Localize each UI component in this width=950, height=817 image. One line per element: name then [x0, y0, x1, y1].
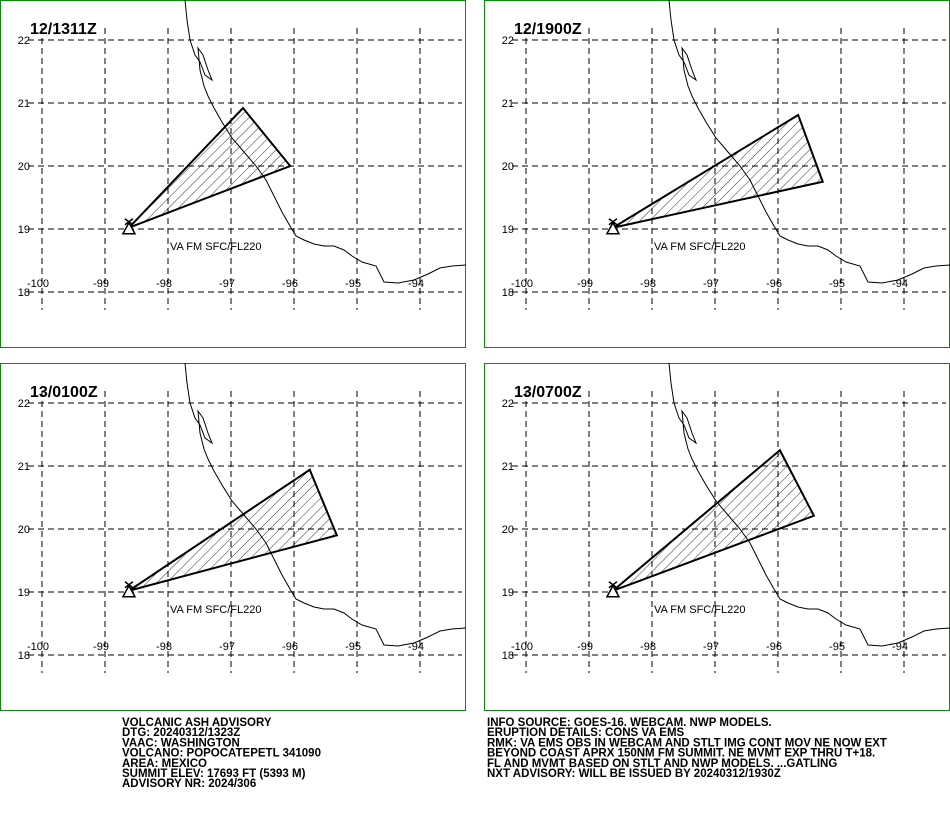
- ash-plume: [613, 450, 814, 590]
- lat-label: 22: [502, 35, 514, 47]
- lon-label: -97: [219, 641, 235, 653]
- lat-label: 20: [18, 161, 30, 173]
- advisory-line: ADVISORY NR: 2024/306: [122, 778, 256, 790]
- panel-time: 13/0700Z: [514, 384, 582, 401]
- lon-label: -96: [766, 278, 782, 290]
- lat-label: 18: [18, 287, 30, 299]
- lon-label: -100: [27, 278, 49, 290]
- panel-time: 12/1311Z: [30, 21, 97, 38]
- layer-label: VA FM SFC/FL220: [654, 241, 746, 253]
- advisory-line: NXT ADVISORY: WILL BE ISSUED BY 20240312…: [487, 768, 781, 780]
- lat-label: 18: [502, 650, 514, 662]
- lon-label: -94: [408, 278, 424, 290]
- lon-label: -95: [829, 641, 845, 653]
- lat-label: 21: [18, 461, 30, 473]
- layer-label: VA FM SFC/FL220: [654, 604, 746, 616]
- lon-label: -99: [93, 641, 109, 653]
- lon-label: -97: [219, 278, 235, 290]
- lat-label: 19: [18, 224, 30, 236]
- ash-plume: [613, 115, 823, 228]
- lat-label: 21: [502, 461, 514, 473]
- ash-plume: [129, 108, 290, 228]
- lat-label: 20: [502, 161, 514, 173]
- map-panel: -100 -99 -98 -97 -96 -95 -94 22 21 20 19 18 12/1900Z…: [485, 0, 950, 348]
- lon-label: -94: [892, 641, 908, 653]
- lon-label: -98: [156, 278, 172, 290]
- panel-time: 12/1900Z: [514, 21, 582, 38]
- layer-label: VA FM SFC/FL220: [170, 241, 262, 253]
- lat-label: 19: [502, 587, 514, 599]
- lon-label: -94: [892, 278, 908, 290]
- lon-label: -97: [703, 641, 719, 653]
- lat-label: 18: [502, 287, 514, 299]
- lon-label: -95: [345, 278, 361, 290]
- lat-label: 21: [502, 98, 514, 110]
- lon-label: -99: [577, 278, 593, 290]
- lat-label: 20: [18, 524, 30, 536]
- lon-label: -98: [640, 641, 656, 653]
- map-panel: -100 -99 -98 -97 -96 -95 -94 22 21 20 19 18 13/0100Z…: [1, 363, 467, 711]
- lon-label: -100: [27, 641, 49, 653]
- lon-label: -99: [93, 278, 109, 290]
- map-panel: -100 -99 -98 -97 -96 -95 -94 22 21 20 19 18 12/1311Z…: [1, 0, 467, 348]
- lat-label: 19: [18, 587, 30, 599]
- map-panel: -100 -99 -98 -97 -96 -95 -94 22 21 20 19 18 13/0700Z…: [485, 363, 950, 711]
- lon-label: -96: [766, 641, 782, 653]
- lon-label: -99: [577, 641, 593, 653]
- lon-label: -98: [640, 278, 656, 290]
- lat-label: 18: [18, 650, 30, 662]
- lat-label: 19: [502, 224, 514, 236]
- layer-label: VA FM SFC/FL220: [170, 604, 262, 616]
- lon-label: -96: [282, 641, 298, 653]
- lat-label: 22: [18, 398, 30, 410]
- lat-label: 22: [18, 35, 30, 47]
- lon-label: -98: [156, 641, 172, 653]
- lon-label: -94: [408, 641, 424, 653]
- lon-label: -95: [345, 641, 361, 653]
- lon-label: -96: [282, 278, 298, 290]
- lat-label: 20: [502, 524, 514, 536]
- lon-label: -100: [511, 641, 533, 653]
- lat-label: 21: [18, 98, 30, 110]
- ash-plume: [129, 470, 337, 591]
- lat-label: 22: [502, 398, 514, 410]
- lon-label: -100: [511, 278, 533, 290]
- panel-time: 13/0100Z: [30, 384, 98, 401]
- lon-label: -95: [829, 278, 845, 290]
- lon-label: -97: [703, 278, 719, 290]
